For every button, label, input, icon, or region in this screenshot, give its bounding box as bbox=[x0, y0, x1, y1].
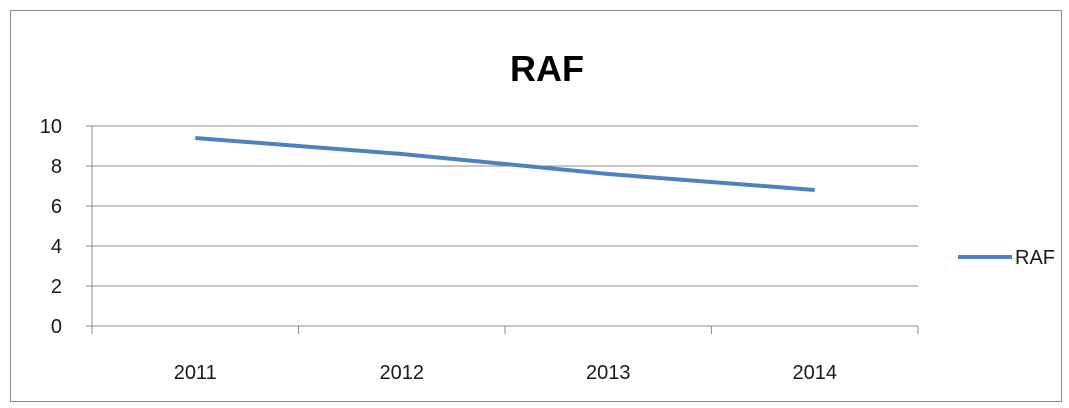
gridlines bbox=[92, 125, 918, 287]
axes: 0 2 4 6 8 10 2011 2012 2013 2014 bbox=[40, 116, 919, 384]
series-layer bbox=[195, 136, 815, 192]
chart-title: RAF bbox=[510, 48, 584, 89]
y-tick-label: 4 bbox=[51, 236, 62, 258]
y-tick-label: 8 bbox=[51, 156, 62, 178]
x-tick-label: 2011 bbox=[174, 362, 217, 384]
legend: RAF bbox=[958, 247, 1055, 269]
y-tick-label: 10 bbox=[40, 116, 62, 138]
y-tick-label: 6 bbox=[51, 196, 62, 218]
x-tick-label: 2014 bbox=[793, 362, 838, 384]
x-tick-label: 2012 bbox=[380, 362, 425, 384]
x-tick-label: 2013 bbox=[586, 362, 631, 384]
series-line-raf bbox=[195, 136, 815, 192]
legend-label: RAF bbox=[1015, 247, 1055, 269]
y-tick-label: 2 bbox=[51, 276, 62, 298]
y-tick-label: 0 bbox=[51, 316, 62, 338]
